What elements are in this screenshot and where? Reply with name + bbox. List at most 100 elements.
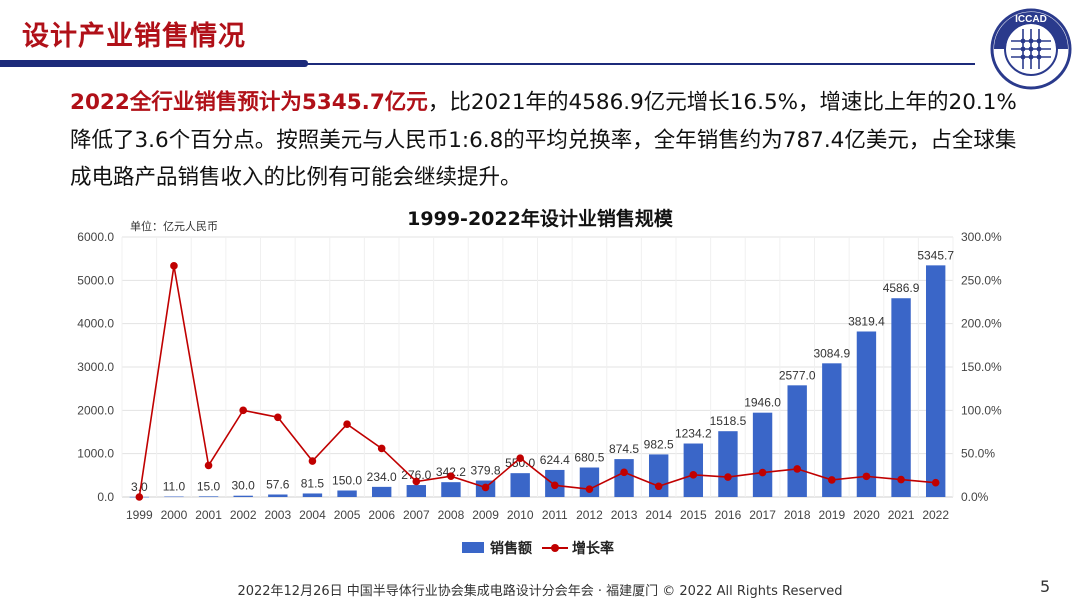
growth-point-2008: [447, 472, 455, 481]
bar-2016: [718, 431, 738, 497]
bar-label: 2577.0: [779, 368, 816, 382]
bar-label: 4586.9: [883, 281, 920, 295]
bar-label: 276.0: [401, 468, 431, 482]
bar-label: 680.5: [574, 451, 604, 465]
x-tick: 2001: [195, 508, 222, 522]
bar-label: 550.0: [505, 456, 535, 470]
chart-title: 1999-2022年设计业销售规模: [407, 208, 673, 230]
growth-point-2015: [689, 471, 698, 479]
bar-label: 342.2: [436, 465, 466, 479]
bar-label: 5345.7: [917, 248, 954, 262]
x-tick: 2018: [784, 508, 811, 522]
title-rule: [300, 63, 975, 65]
x-tick: 2019: [818, 508, 845, 522]
footer-text: 2022年12月26日 中国半导体行业协会集成电路设计分会年会 · 福建厦门 ©…: [237, 584, 843, 599]
growth-point-2003: [274, 413, 282, 422]
x-tick: 2002: [230, 508, 257, 522]
growth-point-2016: [724, 473, 732, 481]
bar-label: 874.5: [609, 442, 639, 456]
slide-title: 设计产业销售情况: [22, 21, 246, 52]
bar-2021: [891, 298, 911, 497]
legend-bar-label: 销售额: [490, 540, 532, 557]
growth-point-2006: [377, 444, 386, 453]
x-tick: 2013: [611, 508, 638, 522]
bar-2010: [510, 473, 530, 497]
x-tick: 2012: [576, 508, 603, 522]
legend-bar-swatch: [462, 542, 484, 553]
growth-point-2020: [862, 472, 871, 481]
x-tick: 2010: [507, 508, 534, 522]
bar-2001: [198, 496, 219, 497]
growth-point-1999: [135, 493, 144, 501]
bar-2007: [406, 485, 427, 497]
growth-point-2004: [308, 457, 317, 465]
bar-2005: [337, 490, 357, 497]
x-tick: 2008: [438, 508, 465, 522]
bar-2002: [233, 495, 253, 497]
y-right-tick: 300.0%: [961, 230, 1002, 244]
y-right-tick: 200.0%: [961, 317, 1002, 331]
growth-point-2001: [204, 461, 213, 470]
growth-point-2012: [585, 485, 594, 494]
growth-point-2019: [828, 476, 836, 484]
bar-2003: [268, 494, 288, 497]
y-left-tick: 1000.0: [77, 447, 114, 461]
x-tick: 2017: [749, 508, 776, 522]
bar-label: 30.0: [232, 479, 256, 493]
bar-label: 1234.2: [675, 427, 712, 441]
iccad-logo: ICCAD: [990, 8, 1072, 90]
x-tick: 2003: [264, 508, 291, 522]
growth-point-2017: [758, 468, 767, 477]
legend-line-marker: [551, 544, 559, 552]
x-tick: 2016: [715, 508, 742, 522]
y-left-tick: 0.0: [97, 490, 114, 504]
bar-label: 3819.4: [848, 314, 885, 328]
growth-point-2021: [897, 475, 905, 484]
bar-label: 3084.9: [813, 346, 850, 360]
growth-point-2005: [343, 420, 351, 429]
x-tick: 2007: [403, 508, 430, 522]
summary-text: ，比2021年的4586.9亿元增长16.5%，增速比上年的20.1%降低了3.…: [70, 90, 1017, 190]
bar-label: 234.0: [367, 470, 397, 484]
unit-label: 单位：亿元人民币: [130, 220, 218, 233]
x-tick: 2000: [161, 508, 188, 522]
bar-2012: [579, 467, 600, 497]
x-tick: 2006: [368, 508, 395, 522]
growth-point-2000: [170, 262, 178, 270]
bar-label: 81.5: [301, 476, 325, 490]
x-tick: 2009: [472, 508, 499, 522]
bar-2006: [371, 486, 392, 497]
growth-line: [138, 265, 936, 498]
x-tick: 2011: [542, 508, 568, 522]
x-tick: 2021: [888, 508, 915, 522]
bar-2008: [441, 482, 461, 497]
bar-2000: [164, 496, 184, 498]
legend-line-label: 增长率: [572, 540, 614, 557]
growth-point-2013: [620, 468, 628, 477]
bar-label: 982.5: [644, 437, 674, 451]
title-underline: [0, 60, 308, 67]
y-left-tick: 6000.0: [77, 230, 114, 244]
x-tick: 2004: [299, 508, 326, 522]
growth-point-2014: [654, 482, 663, 491]
y-right-tick: 0.0%: [961, 490, 989, 504]
y-left-tick: 2000.0: [77, 403, 114, 417]
bar-2015: [683, 443, 704, 497]
y-right-tick: 250.0%: [961, 273, 1002, 287]
y-right-tick: 50.0%: [961, 447, 995, 461]
growth-point-2007: [412, 477, 421, 486]
bar-2018: [787, 385, 807, 497]
page-number: 5: [1040, 577, 1051, 596]
bar-2004: [302, 493, 323, 497]
y-right-tick: 150.0%: [961, 360, 1002, 374]
bar-label: 150.0: [332, 474, 362, 488]
growth-point-2010: [516, 454, 524, 462]
y-left-tick: 3000.0: [77, 360, 114, 374]
svg-text:ICCAD: ICCAD: [1015, 14, 1047, 25]
growth-point-2018: [793, 465, 801, 473]
bar-label: 11.0: [163, 480, 186, 494]
bar-label: 624.4: [540, 453, 570, 467]
growth-point-2002: [239, 406, 247, 415]
bar-2020: [856, 331, 877, 497]
